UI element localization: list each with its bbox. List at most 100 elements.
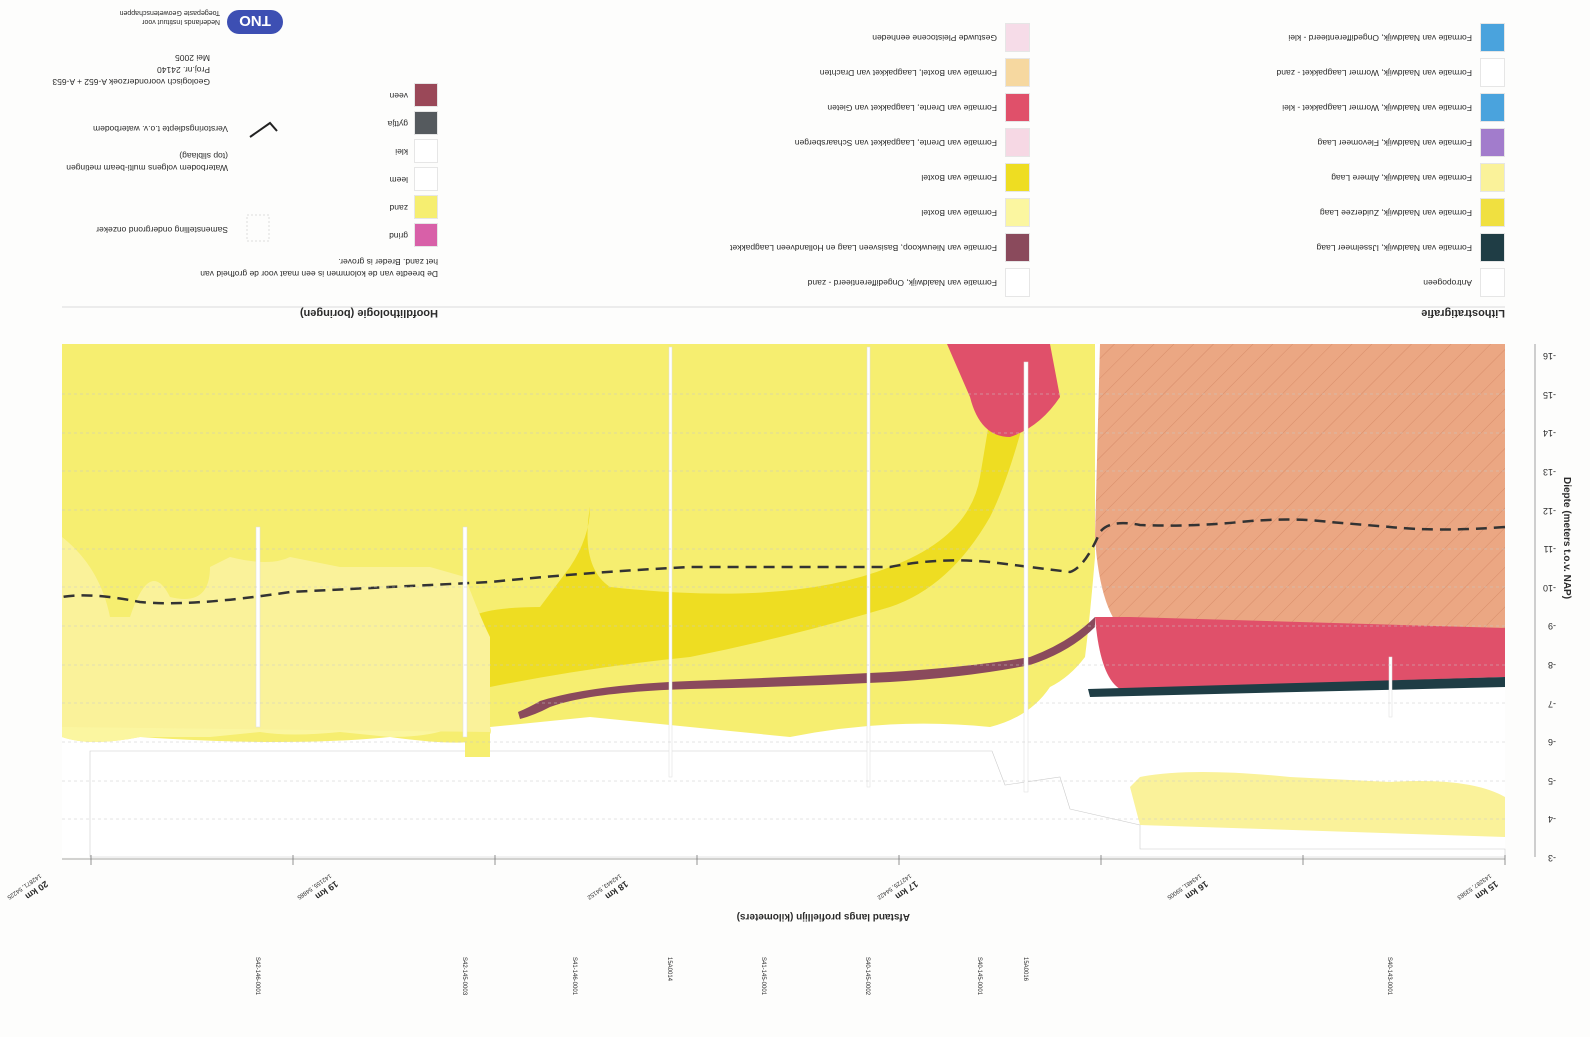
borehole-column [1388,656,1393,718]
layer-ijsselmeer-left [1088,677,1505,697]
litho-label: Formatie van Naaldwijk, Ongedifferentiee… [807,278,997,288]
project-line-2: Proj.nr. 24140 [157,65,210,75]
litho-label: Formatie van Naaldwijk, Wormer Laagpakke… [1276,68,1472,78]
litho-swatch [1005,58,1030,87]
org-line-1: Nederlands Instituut voor [142,18,220,25]
litho-swatch [1005,268,1030,297]
y-tick-label: -9 [1547,621,1556,632]
project-line-1: Geologisch vooronderzoek A-652 + A-653 [52,77,210,87]
litho-label: Formatie van Boxtel, Laagpakket van Drac… [819,68,997,78]
y-tick-label: -12 [1542,505,1556,516]
hoofd-swatch [414,195,438,219]
borehole-column [866,346,871,788]
hoofd-swatch [414,139,438,163]
hoofdlithologie-note-1: De breedte van de kolommen is een maat v… [200,269,438,279]
uncertain-symbol-icon [246,214,270,242]
symbol-waterbodem-label: Waterbodem volgens multi-beam metingen [66,163,228,173]
layer-onbekend [89,750,1506,858]
layer-gieten-left [1095,617,1505,689]
borehole-columns [255,346,1393,793]
litho-swatch [1005,198,1030,227]
litho-swatch [1480,163,1505,192]
org-line-2: Toegepaste Geowetenschappen [119,9,220,16]
borehole-label: S42-146-0001 [254,957,260,996]
checkmark-icon [249,121,278,138]
hoofd-label: veen [389,91,408,101]
symbol-top-sliblaag-label: (top sliblaag) [179,151,228,161]
symbol-onzeker-label: Samenstelling ondergrond onzeker [96,225,228,235]
litho-swatch [1480,233,1505,262]
litho-swatch [1480,198,1505,227]
litho-swatch [1480,93,1505,122]
y-tick-label: -16 [1542,351,1556,362]
y-tick-label: -10 [1542,582,1556,593]
x-axis-title: Afstand langs profiellijn (kilometers) [736,911,910,922]
litho-label: Formatie van Boxtel [921,173,997,183]
depth-gridlines [62,393,1505,820]
litho-label: Formatie van Naaldwijk, Almere Laag [1331,173,1472,183]
symbol-verstoring-label: Verstoringsdiepte t.o.v. waterbodem [93,124,228,134]
litho-swatch [1480,58,1505,87]
borehole-label: S40-143-0001 [1386,957,1392,996]
layer-boxtel-dark [465,397,1030,688]
hoofd-label: grind [389,231,408,241]
borehole-label: 15A0014 [666,957,672,982]
borehole-label: S41-146-0001 [571,957,577,996]
litho-swatch [1005,163,1030,192]
hoofd-swatch [414,111,438,135]
litho-label: Formatie van Naaldwijk, Zuiderzee Laag [1319,208,1472,218]
layer-drachten [1095,344,1505,637]
y-tick-label: -4 [1547,814,1556,825]
litho-label: Antropogeen [1423,278,1472,288]
tno-logo-text: TNO [239,12,271,29]
y-tick-label: -3 [1547,853,1556,863]
litho-swatch [1480,23,1505,52]
layer-almere-left [1130,772,1505,837]
project-line-3: Mei 2005 [175,53,210,63]
litho-label: Formatie van Naaldwijk, Ongedifferentiee… [1288,33,1472,43]
y-tick-label: -5 [1547,775,1556,786]
litho-label: Formatie van Drente, Laagpakket van Scha… [794,138,997,148]
hoofd-swatch [414,223,438,247]
lithostratigrafie-title: Lithostratigrafie [1421,307,1505,319]
hoofd-swatch [414,167,438,191]
borehole-column [668,346,673,778]
hoofd-label: leem [389,175,408,185]
borehole-label: S40-145-0002 [864,957,870,996]
y-tick-label: -8 [1547,660,1556,670]
litho-swatch [1480,268,1505,297]
litho-label: Formatie van Naaldwijk, Flevomeer Laag [1317,138,1472,148]
hoofdlithologie-note-2: het zand. Breder is grover. [338,257,438,267]
verstoringsdiepte-line [61,518,1506,605]
hoofd-swatch [414,83,438,107]
litho-label: Formatie van Nieuwkoop, Basisveen Laag e… [730,243,997,253]
litho-swatch [1480,128,1505,157]
y-tick-label: -13 [1542,467,1556,477]
hoofd-label: zand [389,203,408,213]
litho-swatch [1005,23,1030,52]
y-tick-label: -7 [1547,698,1556,709]
litho-label: Formatie van Naaldwijk, IJsselmeer Laag [1316,243,1472,253]
litho-swatch [1005,93,1030,122]
borehole-label: 15A0016 [1022,957,1028,982]
borehole-label: S42-145-0003 [461,957,467,996]
hoofdlithologie-title: Hoofdlithologie (boringen) [299,307,438,319]
litho-label: Gestuwde Pleistocene eenheden [872,33,997,43]
litho-label: Formatie van Naaldwijk, Wormer Laagpakke… [1282,103,1472,113]
litho-label: Formatie van Drente, Laagpakket van Giet… [827,103,997,113]
x-ticks [90,855,1506,865]
y-tick-label: -11 [1543,544,1556,555]
hoofd-label: klei [395,147,408,157]
layer-veen [518,617,1095,719]
layer-gieten-edge [947,344,1060,437]
borehole-column [255,526,261,728]
litho-swatch [1005,128,1030,157]
litho-swatch [1005,233,1030,262]
hoofd-label: gyttja [387,119,408,129]
tno-logo-icon: TNO [227,10,283,34]
litho-label: Formatie van Boxtel [921,208,997,218]
layer-almere-right [62,537,490,732]
